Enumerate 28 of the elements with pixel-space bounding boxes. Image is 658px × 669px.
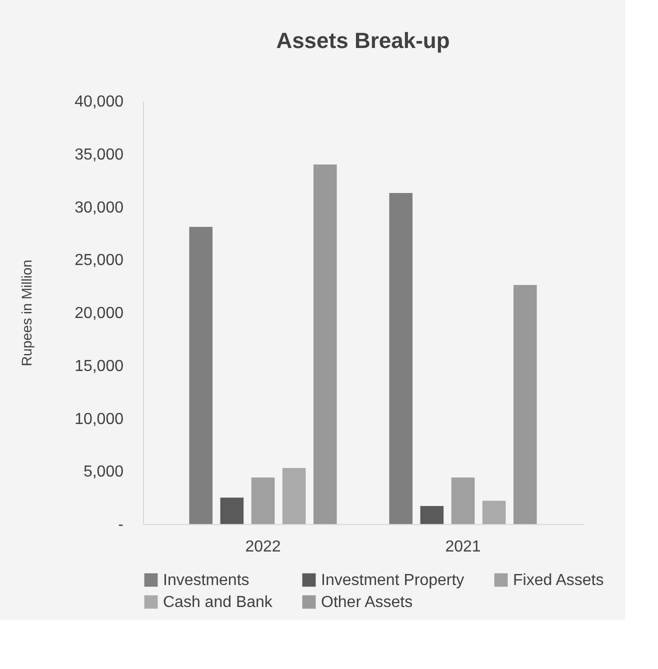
bar	[251, 477, 275, 524]
y-tick-label: 40,000	[74, 94, 124, 110]
bar	[282, 468, 306, 524]
y-tick-label: 5,000	[83, 464, 124, 481]
chart-title: Assets Break-up	[276, 28, 450, 53]
y-tick-label: 35,000	[74, 146, 124, 164]
x-tick-label: 2021	[445, 538, 481, 556]
bar	[482, 500, 506, 524]
bar	[220, 498, 244, 524]
bar	[189, 226, 213, 524]
legend-label: Investment Property	[321, 572, 464, 589]
y-axis-title: Rupees in Million	[18, 260, 35, 366]
legend-label: Other Assets	[321, 594, 413, 611]
bar	[389, 193, 413, 524]
bar	[451, 477, 475, 524]
legend-label: Investments	[163, 572, 250, 589]
y-tick-label: 20,000	[74, 305, 124, 322]
y-tick-label: 10,000	[74, 410, 124, 428]
legend-label: Fixed Assets	[513, 572, 604, 589]
bar	[420, 506, 444, 524]
y-tick-label: 30,000	[74, 199, 124, 216]
x-tick-label: 2022	[245, 538, 281, 556]
y-tick-label: 25,000	[74, 252, 124, 270]
bar	[313, 164, 337, 524]
bar	[513, 285, 537, 524]
y-tick-label: 15,000	[74, 358, 124, 375]
legend-label: Cash and Bank	[163, 594, 274, 611]
y-tick-label: -	[118, 516, 124, 534]
